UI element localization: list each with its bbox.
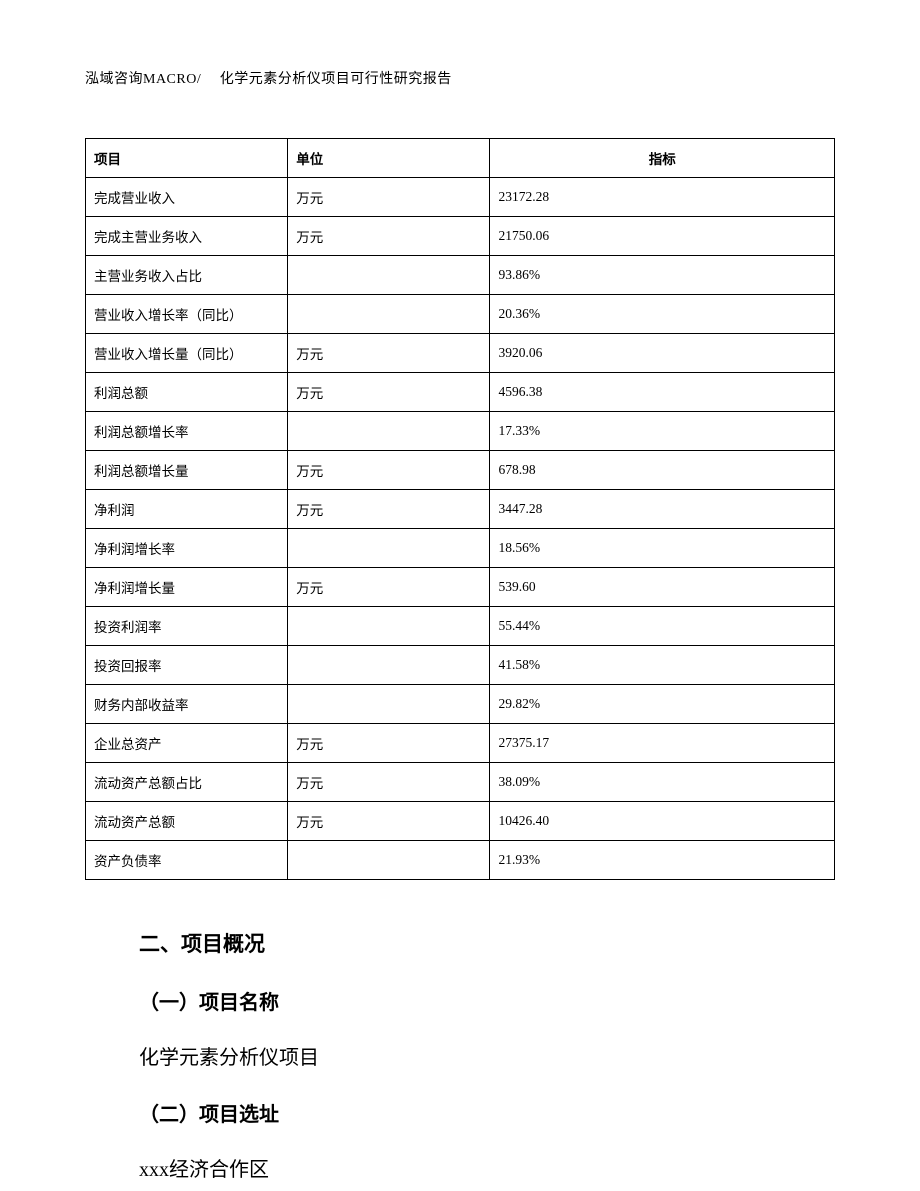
sub-heading-project-location: （二）项目选址 bbox=[139, 1098, 835, 1127]
table-cell-unit bbox=[288, 256, 490, 295]
table-cell-value: 21750.06 bbox=[490, 217, 835, 256]
table-row: 营业收入增长率（同比） 20.36% bbox=[86, 295, 835, 334]
table-cell-value: 21.93% bbox=[490, 841, 835, 880]
table-cell-item: 利润总额 bbox=[86, 373, 288, 412]
table-cell-item: 利润总额增长量 bbox=[86, 451, 288, 490]
table-cell-value: 3920.06 bbox=[490, 334, 835, 373]
table-cell-unit: 万元 bbox=[288, 373, 490, 412]
table-cell-item: 净利润增长量 bbox=[86, 568, 288, 607]
table-row: 利润总额 万元 4596.38 bbox=[86, 373, 835, 412]
table-row: 营业收入增长量（同比） 万元 3920.06 bbox=[86, 334, 835, 373]
table-cell-value: 17.33% bbox=[490, 412, 835, 451]
table-cell-item: 完成营业收入 bbox=[86, 178, 288, 217]
table-cell-value: 678.98 bbox=[490, 451, 835, 490]
table-row: 资产负债率 21.93% bbox=[86, 841, 835, 880]
body-text-project-name: 化学元素分析仪项目 bbox=[139, 1041, 835, 1070]
table-cell-unit: 万元 bbox=[288, 568, 490, 607]
table-cell-unit bbox=[288, 646, 490, 685]
table-cell-unit bbox=[288, 529, 490, 568]
table-cell-unit: 万元 bbox=[288, 763, 490, 802]
table-cell-value: 3447.28 bbox=[490, 490, 835, 529]
table-cell-unit: 万元 bbox=[288, 724, 490, 763]
table-cell-item: 资产负债率 bbox=[86, 841, 288, 880]
table-row: 流动资产总额 万元 10426.40 bbox=[86, 802, 835, 841]
table-cell-value: 29.82% bbox=[490, 685, 835, 724]
table-cell-item: 投资利润率 bbox=[86, 607, 288, 646]
table-cell-unit: 万元 bbox=[288, 490, 490, 529]
section-heading-overview: 二、项目概况 bbox=[139, 928, 835, 958]
table-cell-value: 18.56% bbox=[490, 529, 835, 568]
table-cell-item: 流动资产总额占比 bbox=[86, 763, 288, 802]
table-cell-value: 4596.38 bbox=[490, 373, 835, 412]
table-cell-item: 利润总额增长率 bbox=[86, 412, 288, 451]
table-cell-unit bbox=[288, 685, 490, 724]
table-row: 利润总额增长量 万元 678.98 bbox=[86, 451, 835, 490]
table-cell-value: 27375.17 bbox=[490, 724, 835, 763]
table-cell-unit: 万元 bbox=[288, 178, 490, 217]
table-cell-unit: 万元 bbox=[288, 217, 490, 256]
table-row: 利润总额增长率 17.33% bbox=[86, 412, 835, 451]
table-cell-item: 净利润增长率 bbox=[86, 529, 288, 568]
table-row: 主营业务收入占比 93.86% bbox=[86, 256, 835, 295]
table-row: 完成营业收入 万元 23172.28 bbox=[86, 178, 835, 217]
table-cell-unit bbox=[288, 841, 490, 880]
table-row: 企业总资产 万元 27375.17 bbox=[86, 724, 835, 763]
table-cell-item: 营业收入增长率（同比） bbox=[86, 295, 288, 334]
table-cell-unit: 万元 bbox=[288, 802, 490, 841]
table-row: 流动资产总额占比 万元 38.09% bbox=[86, 763, 835, 802]
table-row: 投资利润率 55.44% bbox=[86, 607, 835, 646]
page-header: 泓域咨询MACRO/ 化学元素分析仪项目可行性研究报告 bbox=[85, 68, 835, 88]
table-cell-item: 完成主营业务收入 bbox=[86, 217, 288, 256]
table-cell-unit: 万元 bbox=[288, 334, 490, 373]
body-text-project-location: xxx经济合作区 bbox=[139, 1153, 835, 1182]
table-cell-value: 23172.28 bbox=[490, 178, 835, 217]
table-cell-item: 流动资产总额 bbox=[86, 802, 288, 841]
table-cell-value: 10426.40 bbox=[490, 802, 835, 841]
table-cell-value: 20.36% bbox=[490, 295, 835, 334]
table-row: 投资回报率 41.58% bbox=[86, 646, 835, 685]
table-cell-item: 财务内部收益率 bbox=[86, 685, 288, 724]
table-cell-item: 企业总资产 bbox=[86, 724, 288, 763]
table-row: 完成主营业务收入 万元 21750.06 bbox=[86, 217, 835, 256]
table-row: 净利润 万元 3447.28 bbox=[86, 490, 835, 529]
table-header-unit: 单位 bbox=[288, 139, 490, 178]
table-cell-value: 539.60 bbox=[490, 568, 835, 607]
table-cell-unit bbox=[288, 607, 490, 646]
sub-heading-project-name: （一）项目名称 bbox=[139, 986, 835, 1015]
table-row: 财务内部收益率 29.82% bbox=[86, 685, 835, 724]
table-cell-value: 38.09% bbox=[490, 763, 835, 802]
table-header-value: 指标 bbox=[490, 139, 835, 178]
table-cell-item: 主营业务收入占比 bbox=[86, 256, 288, 295]
table-cell-item: 净利润 bbox=[86, 490, 288, 529]
table-cell-unit bbox=[288, 295, 490, 334]
table-row: 净利润增长量 万元 539.60 bbox=[86, 568, 835, 607]
table-cell-item: 营业收入增长量（同比） bbox=[86, 334, 288, 373]
table-cell-value: 41.58% bbox=[490, 646, 835, 685]
table-cell-unit: 万元 bbox=[288, 451, 490, 490]
table-cell-value: 55.44% bbox=[490, 607, 835, 646]
financial-indicators-table: 项目 单位 指标 完成营业收入 万元 23172.28 完成主营业务收入 万元 … bbox=[85, 138, 835, 880]
table-header-item: 项目 bbox=[86, 139, 288, 178]
table-cell-unit bbox=[288, 412, 490, 451]
table-header-row: 项目 单位 指标 bbox=[86, 139, 835, 178]
table-cell-item: 投资回报率 bbox=[86, 646, 288, 685]
table-row: 净利润增长率 18.56% bbox=[86, 529, 835, 568]
table-cell-value: 93.86% bbox=[490, 256, 835, 295]
